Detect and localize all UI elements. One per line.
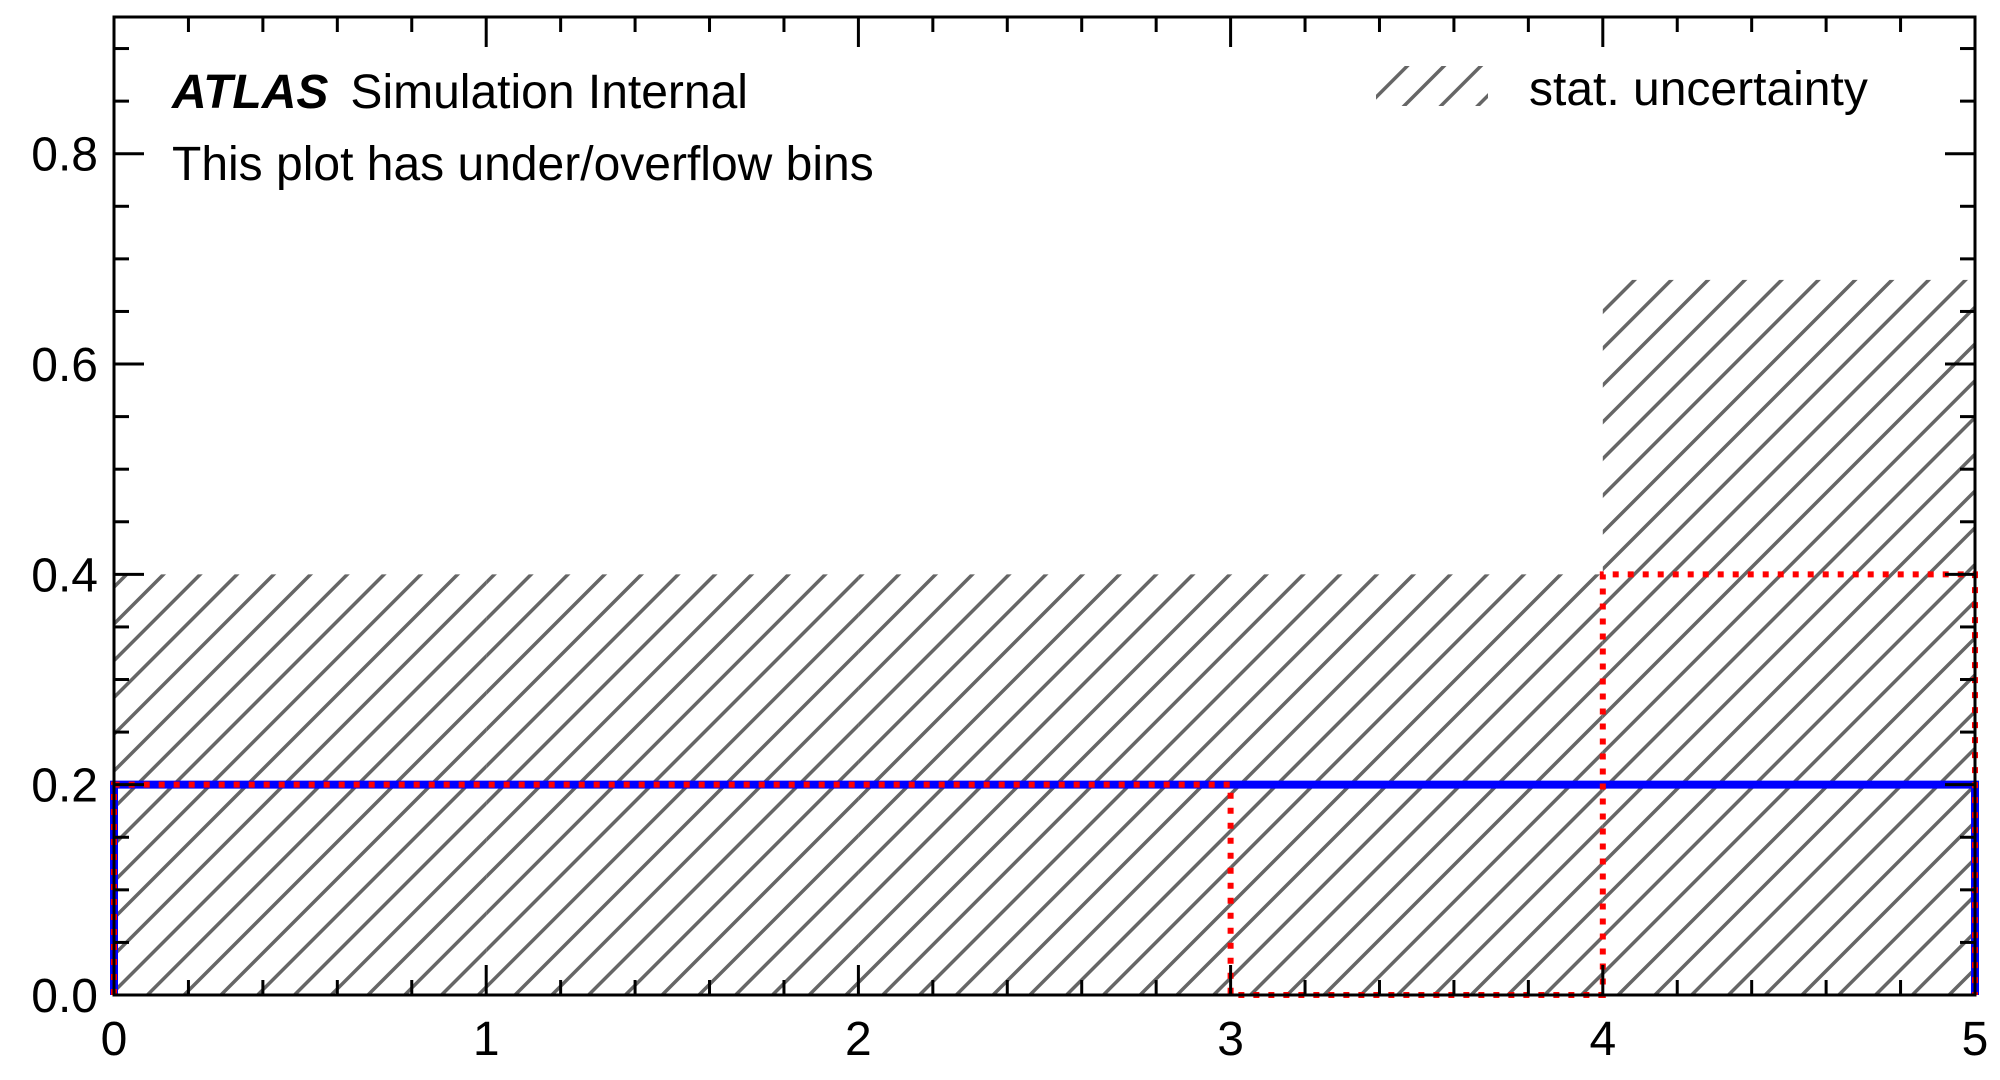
uncertainty-band-bin	[1602, 279, 1975, 996]
atlas-sublabel: Simulation Internal	[350, 66, 748, 119]
axes-layer: 0 1 2 3 4 5 0.0 0.2 0.4 0.6 0.8	[31, 15, 1989, 1066]
x-tick-label: 0	[101, 1013, 128, 1066]
y-tick-label: 0.0	[31, 970, 98, 1023]
series-layer	[110, 571, 1979, 998]
legend-label: stat. uncertainty	[1529, 63, 1868, 116]
x-tick-label: 1	[473, 1013, 500, 1066]
annotation-text: This plot has under/overflow bins	[172, 138, 874, 191]
legend: stat. uncertainty	[1376, 63, 1868, 116]
y-tick-label: 0.8	[31, 129, 98, 182]
atlas-label: ATLAS	[171, 66, 328, 119]
y-tick-label: 0.6	[31, 339, 98, 392]
x-tick-label: 5	[1962, 1013, 1989, 1066]
legend-swatch-hatch	[1376, 66, 1488, 106]
atlas-label-group: ATLAS Simulation Internal	[171, 66, 748, 119]
uncertainty-band-layer	[114, 279, 1975, 996]
y-tick-label: 0.2	[31, 760, 98, 813]
x-tick-label: 4	[1589, 1013, 1616, 1066]
x-tick-label: 2	[845, 1013, 872, 1066]
axes-frame	[112, 15, 1977, 997]
y-tick-label: 0.4	[31, 549, 98, 602]
x-tick-label: 3	[1217, 1013, 1244, 1066]
